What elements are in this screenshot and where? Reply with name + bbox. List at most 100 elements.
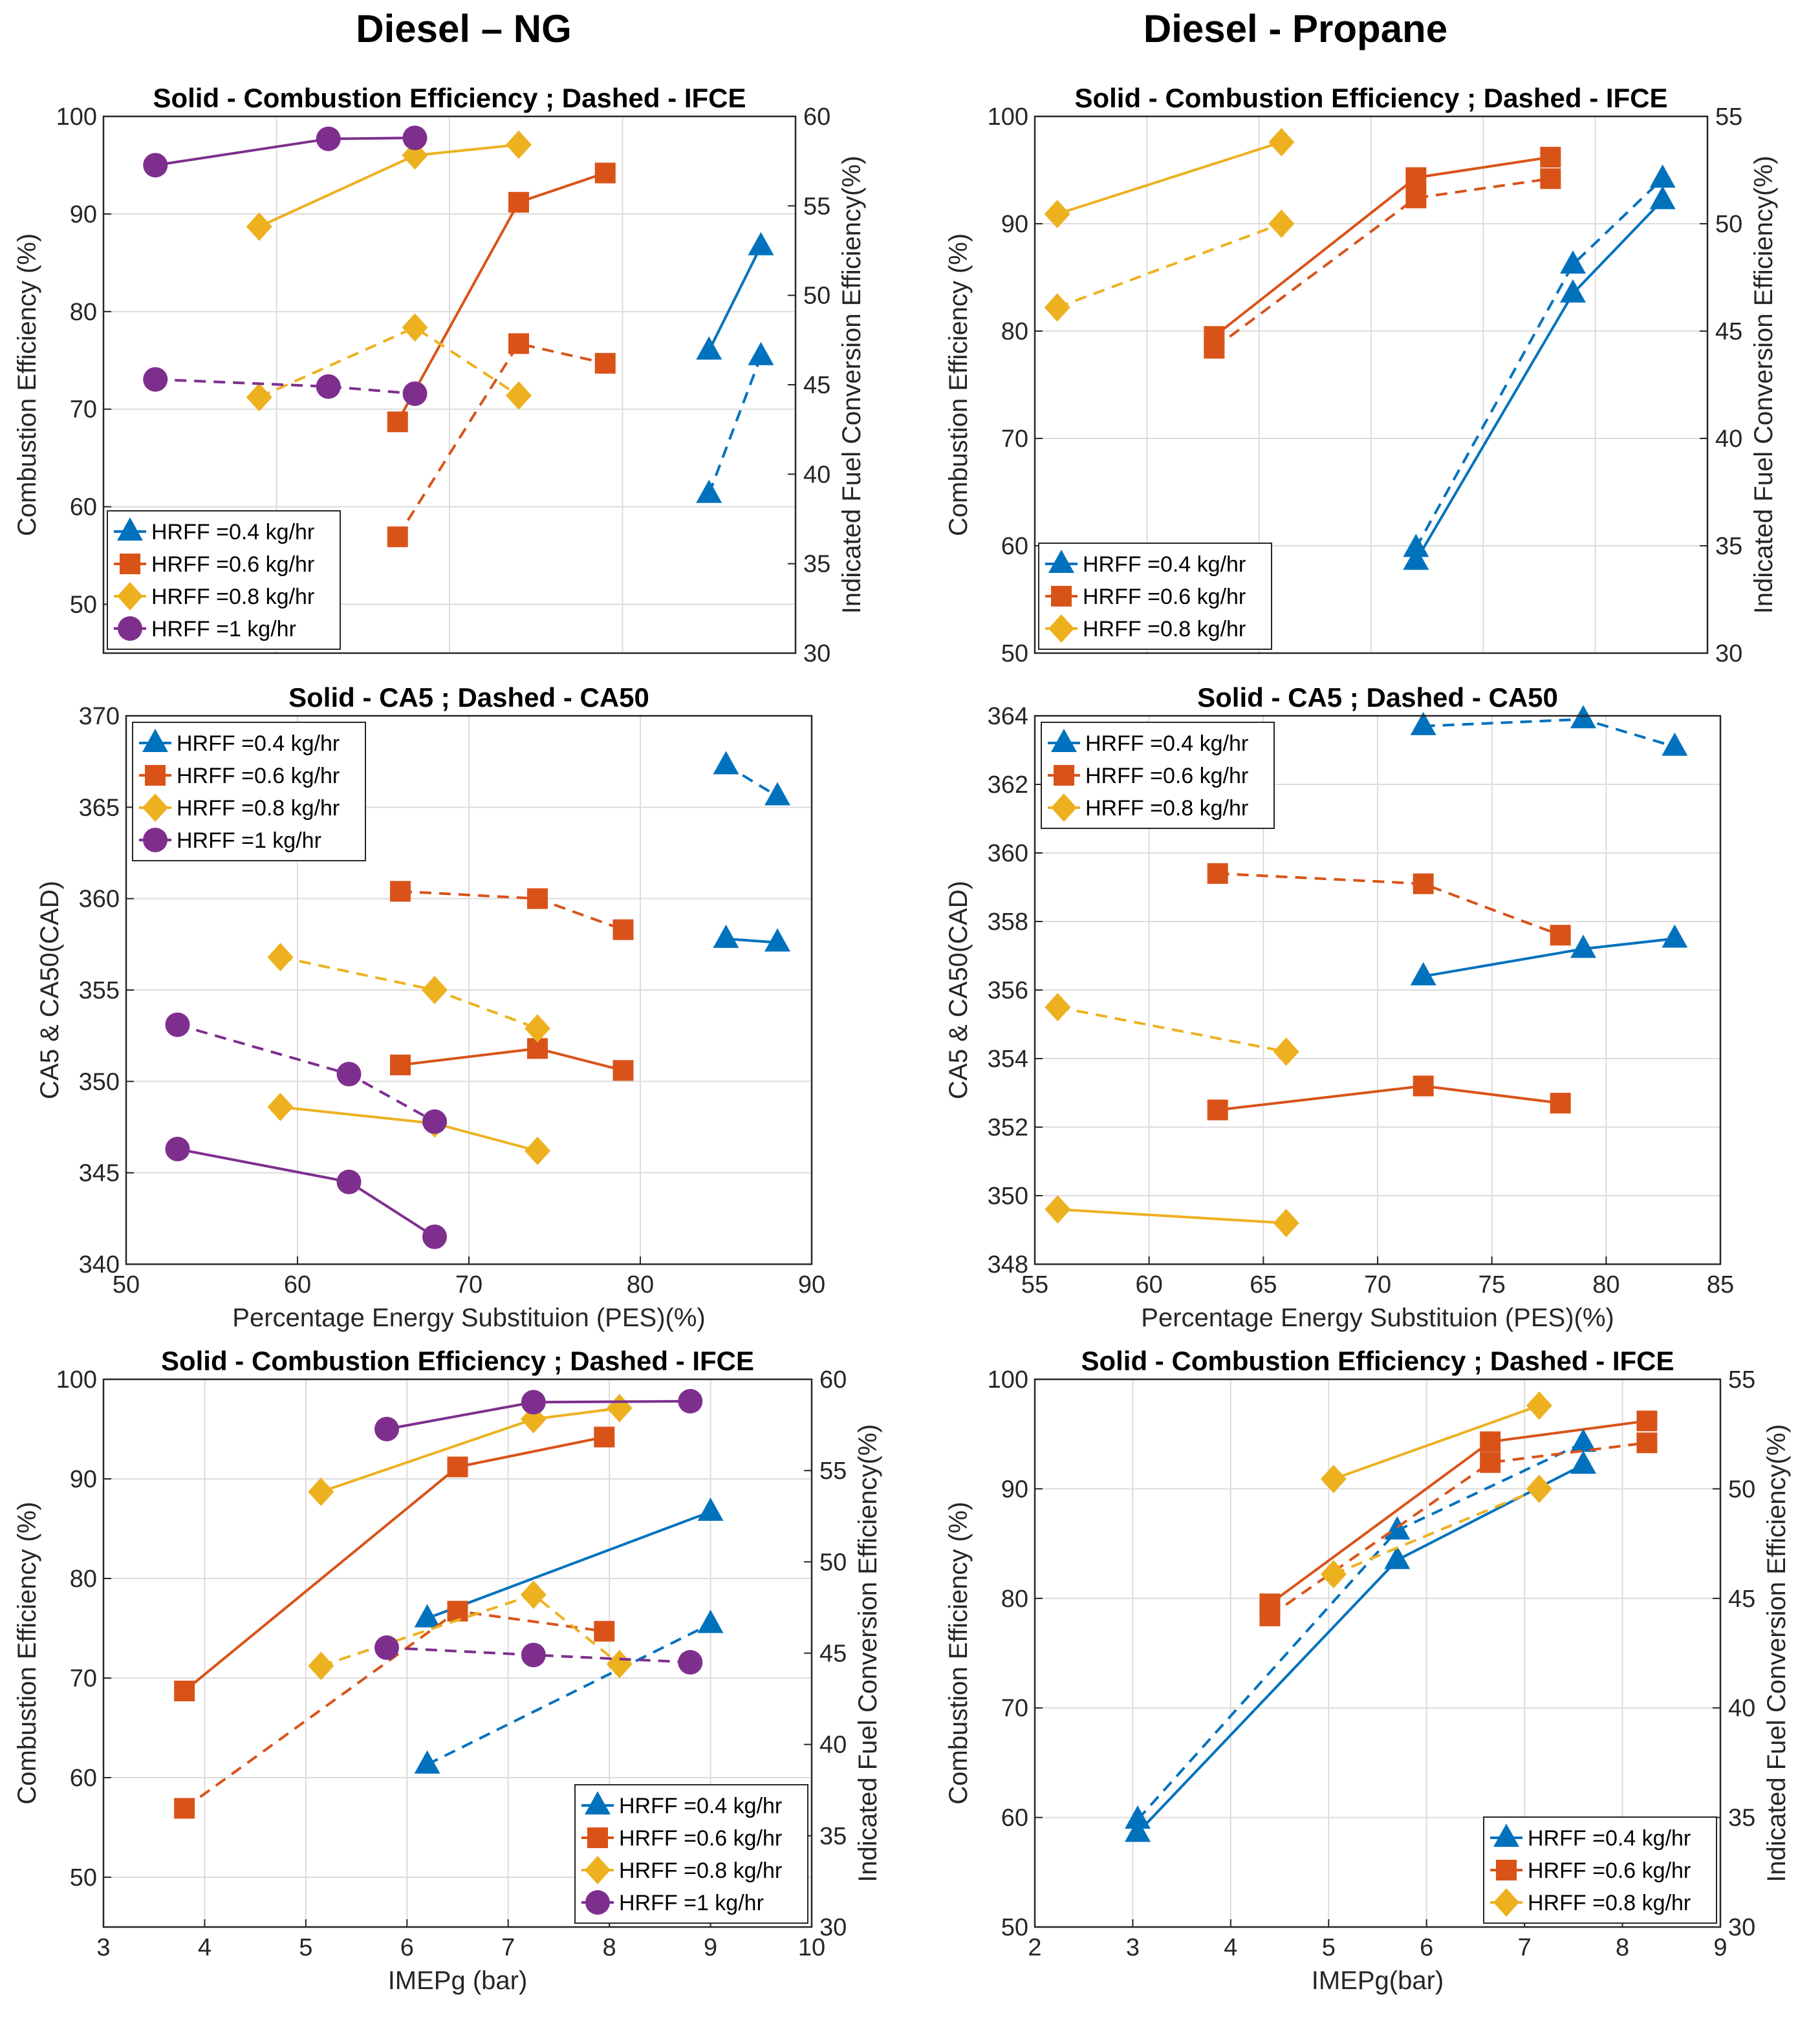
y2-axis-label: Indicated Fuel Conversion Efficiency(%)	[854, 1424, 882, 1882]
data-point-circle	[336, 1062, 362, 1087]
series-hrff-0-8-kg-hr-dashed	[1044, 210, 1295, 322]
legend-marker-square	[1054, 765, 1074, 786]
legend-label: HRFF =0.8 kg/hr	[177, 796, 340, 821]
chart-panel-1: Solid - Combustion Efficiency ; Dashed -…	[13, 83, 866, 667]
chart-title: Solid - Combustion Efficiency ; Dashed -…	[1074, 83, 1667, 113]
legend-label: HRFF =0.6 kg/hr	[177, 764, 340, 788]
y2-tick-label: 45	[1728, 1586, 1755, 1613]
legend-box	[574, 1784, 808, 1924]
y-tick-label: 100	[988, 1366, 1028, 1394]
data-point-square	[1204, 338, 1225, 359]
y-axis-label: Combustion Efficiency (%)	[944, 233, 973, 536]
x-axis-label: Percentage Energy Substituion (PES)(%)	[1141, 1304, 1614, 1332]
series-line	[1057, 1208, 1286, 1225]
y2-tick-label: 45	[803, 372, 830, 399]
legend-item-hrff-0-6-kg-hr: HRFF =0.6 kg/hr	[114, 552, 314, 577]
y2-tick-label: 45	[819, 1641, 847, 1668]
data-point-triangle	[1384, 1545, 1411, 1569]
data-point-circle	[422, 1109, 447, 1134]
data-point-diamond	[1320, 1465, 1347, 1494]
legend-marker-square	[145, 765, 166, 786]
series-hrff-0-6-kg-hr-dashed	[1259, 1432, 1658, 1626]
series-line	[1056, 222, 1283, 309]
x-tick-label: 60	[284, 1271, 311, 1298]
legend-item-hrff-0-4-kg-hr: HRFF =0.4 kg/hr	[1490, 1824, 1691, 1851]
y-tick-label: 100	[56, 103, 97, 131]
data-point-square	[447, 1456, 468, 1478]
chart-panel-6: Solid - Combustion Efficiency ; Dashed -…	[944, 1346, 1791, 1995]
chart-panel-5: Solid - Combustion Efficiency ; Dashed -…	[13, 1346, 882, 1995]
series-line	[1333, 1487, 1540, 1576]
legend-marker-diamond	[1051, 793, 1077, 822]
legend-marker-diamond	[1048, 614, 1074, 643]
legend-label: HRFF =0.8 kg/hr	[1528, 1891, 1691, 1915]
series-hrff-1-kg-hr-dashed	[143, 367, 428, 406]
data-point-circle	[678, 1388, 703, 1414]
data-point-circle	[374, 1635, 399, 1661]
data-point-diamond	[1045, 993, 1071, 1022]
legend: HRFF =0.4 kg/hr HRFF =0.6 kg/hr HRFF =0.8 …	[107, 510, 341, 650]
legend-item-hrff-0-4-kg-hr: HRFF =0.4 kg/hr	[114, 517, 314, 544]
y-tick-label: 50	[70, 1864, 97, 1891]
series-hrff-0-4-kg-hr-solid	[713, 924, 790, 952]
y-tick-label: 90	[70, 1466, 97, 1493]
y2-tick-label: 30	[803, 640, 830, 667]
series-hrff-0-4-kg-hr-dashed	[696, 341, 774, 503]
y-tick-label: 60	[70, 494, 97, 521]
y2-tick-label: 50	[1728, 1476, 1755, 1503]
column-title-diesel-propane: Diesel - Propane	[1143, 7, 1447, 50]
y-axis-label: Combustion Efficiency (%)	[13, 233, 41, 536]
data-point-triangle	[414, 1750, 440, 1774]
series-hrff-0-6-kg-hr-solid	[387, 162, 616, 433]
data-point-diamond	[402, 313, 428, 342]
y-tick-label: 50	[70, 592, 97, 619]
data-point-triangle	[748, 341, 774, 365]
data-point-square	[1550, 925, 1571, 946]
series-line	[726, 937, 778, 944]
axes-box	[1034, 1378, 1722, 1928]
y2-tick-label: 30	[819, 1914, 847, 1941]
x-tick-label: 4	[198, 1934, 211, 1961]
legend-marker-triangle	[142, 729, 168, 752]
series-hrff-0-6-kg-hr-solid	[1207, 1075, 1571, 1121]
series-hrff-0-4-kg-hr-dashed	[1125, 1428, 1596, 1829]
data-point-diamond	[267, 1092, 294, 1121]
y2-tick-label: 60	[819, 1366, 847, 1394]
x-axis-label: IMEPg (bar)	[388, 1966, 528, 1995]
legend-item-hrff-0-6-kg-hr: HRFF =0.6 kg/hr	[1490, 1858, 1691, 1883]
data-point-diamond	[422, 976, 448, 1004]
chart-title: Solid - CA5 ; Dashed - CA50	[1197, 682, 1558, 713]
axes-box	[102, 1378, 813, 1928]
y-tick-label: 60	[1001, 533, 1028, 560]
y-tick-label: 70	[70, 1665, 97, 1692]
data-point-circle	[678, 1650, 703, 1675]
data-point-square	[527, 888, 548, 909]
data-point-square	[594, 1620, 615, 1642]
series-hrff-0-4-kg-hr-dashed	[1403, 164, 1676, 557]
y-tick-label: 100	[56, 1366, 97, 1394]
data-point-triangle	[1570, 1428, 1596, 1452]
series-hrff-0-6-kg-hr-dashed	[387, 333, 616, 548]
x-axis-label: IMEPg(bar)	[1312, 1966, 1444, 1995]
data-point-triangle	[696, 479, 722, 503]
data-point-square	[594, 162, 616, 184]
data-point-triangle	[713, 924, 739, 948]
data-point-diamond	[1526, 1474, 1552, 1503]
data-point-square	[387, 411, 408, 433]
series-hrff-0-6-kg-hr-solid	[1259, 1410, 1658, 1615]
data-point-circle	[422, 1224, 447, 1249]
y-tick-label: 80	[1001, 1586, 1028, 1613]
legend-item-hrff-0-4-kg-hr: HRFF =0.4 kg/hr	[1048, 729, 1248, 756]
series-line	[426, 1510, 711, 1620]
x-tick-label: 55	[1021, 1271, 1048, 1298]
chart-panel-4: Solid - CA5 ; Dashed - CA50 348 350 352 354 3…	[944, 682, 1734, 1332]
data-point-triangle	[696, 336, 722, 360]
y2-tick-label: 30	[1728, 1914, 1755, 1941]
x-tick-label: 6	[1420, 1934, 1433, 1961]
data-point-triangle	[764, 928, 790, 952]
y-tick-label: 356	[988, 977, 1028, 1004]
y-tick-label: 354	[988, 1046, 1028, 1073]
x-tick-label: 6	[400, 1934, 414, 1961]
data-point-square	[174, 1681, 195, 1702]
